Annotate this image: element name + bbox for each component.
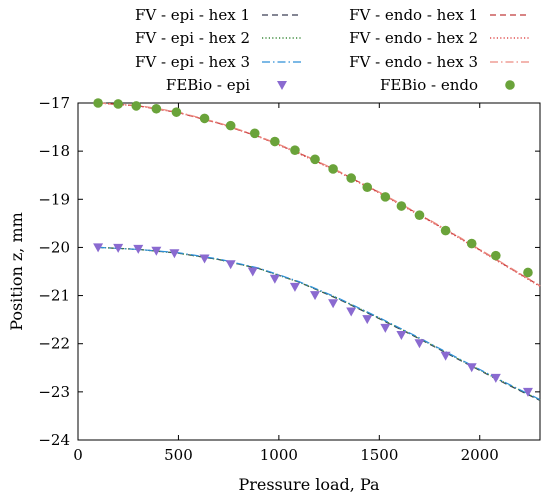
data-point <box>328 299 339 309</box>
data-point <box>466 238 477 249</box>
data-point <box>414 210 425 220</box>
data-point <box>93 243 104 253</box>
y-axis-label: Position z, mm <box>7 212 26 331</box>
legend-label: FV - endo - hex 1 <box>349 6 478 24</box>
data-point <box>151 246 162 256</box>
y-tick-label: −21 <box>38 287 70 305</box>
x-tick-label: 500 <box>164 446 193 464</box>
series-line <box>98 246 541 402</box>
data-point <box>290 145 300 155</box>
data-point <box>171 107 182 117</box>
y-tick-label: −23 <box>38 383 70 401</box>
data-point <box>225 260 236 270</box>
data-point <box>380 192 391 202</box>
y-tick-label: −22 <box>38 335 70 353</box>
legend-label: FEBio - endo <box>380 76 478 94</box>
data-point <box>396 331 407 341</box>
x-tick-label: 0 <box>73 446 83 464</box>
data-point <box>346 173 356 183</box>
series-line <box>98 102 541 288</box>
data-point <box>93 98 103 108</box>
x-tick-label: 1500 <box>360 446 398 464</box>
series-4 <box>98 102 541 287</box>
plot-frame <box>77 102 541 441</box>
data-point <box>289 282 300 292</box>
legend-entry-0: FV - epi - hex 1 <box>135 6 302 24</box>
legend-entry-7: FEBio - endo <box>380 76 515 94</box>
data-point <box>414 339 425 349</box>
data-point <box>440 351 451 361</box>
y-tick-label: −19 <box>38 190 70 208</box>
data-point <box>310 291 321 301</box>
legend-label: FV - epi - hex 1 <box>135 6 250 24</box>
data-point <box>396 201 407 211</box>
series-6 <box>98 102 541 287</box>
legend-entry-4: FV - endo - hex 1 <box>349 6 530 24</box>
legend-label: FV - endo - hex 2 <box>349 29 478 47</box>
legend: FV - epi - hex 1 FV - epi - hex 2 FV - epi… <box>135 6 530 94</box>
series-line <box>98 102 541 287</box>
legend-swatch <box>505 80 515 90</box>
data-point <box>131 101 142 111</box>
data-point <box>490 373 501 383</box>
legend-label: FV - epi - hex 2 <box>135 29 250 47</box>
x-tick-label: 1000 <box>260 446 298 464</box>
data-point <box>270 136 280 147</box>
legend-entry-1: FV - epi - hex 2 <box>135 29 302 47</box>
x-axis-label: Pressure load, Pa <box>238 475 380 494</box>
data-point <box>380 323 391 333</box>
series-line <box>98 246 541 401</box>
data-point <box>169 249 180 259</box>
series-1 <box>98 246 541 401</box>
legend-label: FV - epi - hex 3 <box>135 53 250 71</box>
data-point <box>466 363 477 373</box>
data-point <box>328 164 338 174</box>
data-point <box>247 267 258 277</box>
series-5 <box>98 102 541 288</box>
y-tick-label: −17 <box>38 94 70 112</box>
y-tick-label: −24 <box>38 431 70 449</box>
series-7 <box>93 98 533 278</box>
data-point <box>225 120 236 131</box>
axis-ticks: 0 500 1000 1500 2000 −24 −23 −22 −21 −20 −19 −18 −17 <box>38 94 540 464</box>
data-point <box>362 182 373 193</box>
data-point <box>440 225 451 236</box>
data-point <box>269 274 280 284</box>
data-point <box>522 387 533 397</box>
data-point <box>133 244 144 254</box>
series-0 <box>98 246 541 402</box>
data-point <box>346 307 357 317</box>
data-point <box>310 154 320 165</box>
data-point <box>199 113 210 124</box>
data-point <box>249 128 260 139</box>
data-point <box>491 250 501 261</box>
data-point <box>151 103 162 114</box>
series-2 <box>98 246 541 401</box>
series-line <box>98 102 541 287</box>
legend-label: FEBio - epi <box>166 76 250 94</box>
data-point <box>113 99 123 109</box>
data-point <box>523 267 533 278</box>
legend-label: FV - endo - hex 3 <box>349 53 478 71</box>
legend-swatch <box>277 81 287 90</box>
series-line <box>98 246 541 401</box>
y-tick-label: −20 <box>38 238 70 256</box>
legend-entry-2: FV - epi - hex 3 <box>135 53 302 71</box>
data-point <box>362 315 373 325</box>
legend-entry-3: FEBio - epi <box>166 76 287 94</box>
legend-entry-6: FV - endo - hex 3 <box>349 53 530 71</box>
x-tick-label: 2000 <box>461 446 499 464</box>
series-3 <box>93 243 533 397</box>
data-point <box>199 254 210 264</box>
y-tick-label: −18 <box>38 142 70 160</box>
data-point <box>113 243 124 253</box>
legend-entry-5: FV - endo - hex 2 <box>349 29 530 47</box>
series-layer <box>93 98 541 402</box>
